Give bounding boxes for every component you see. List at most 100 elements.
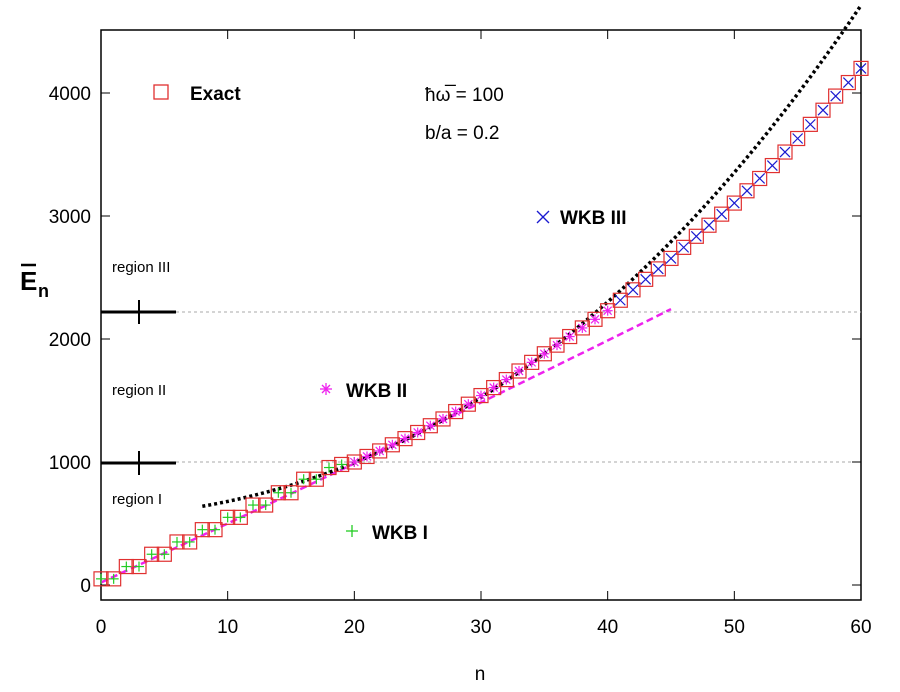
wkb3-point xyxy=(855,62,867,74)
y-tick-label: 4000 xyxy=(49,84,91,105)
legend-wkb2-marker xyxy=(320,383,332,395)
exact-point xyxy=(131,558,147,575)
wkb2-point xyxy=(476,390,486,401)
exact-point xyxy=(258,497,274,513)
exact-point xyxy=(612,292,628,308)
exact-point xyxy=(625,282,641,298)
exact-point xyxy=(688,228,704,244)
wkb3-point xyxy=(652,263,664,275)
wkb1-point xyxy=(134,561,144,572)
wkb2-point xyxy=(450,406,461,417)
exact-point xyxy=(524,354,540,370)
exact-point xyxy=(334,456,350,473)
exact-point xyxy=(600,303,616,319)
exact-point xyxy=(815,102,831,118)
region-markers: region III region II region I xyxy=(101,259,176,508)
param-hbar-omega: ħω̅ = 100 xyxy=(425,85,504,106)
exact-point xyxy=(714,206,730,222)
wkb2-point xyxy=(501,374,512,385)
exact-point xyxy=(220,509,236,525)
wkb3-point xyxy=(665,253,677,264)
wkb3-point xyxy=(792,133,804,144)
exact-point xyxy=(587,311,603,327)
param-b-over-a: b/a = 0.2 xyxy=(425,123,499,144)
wkb3-point xyxy=(741,185,753,197)
x-axis-label: n xyxy=(475,664,486,685)
region-label-2: region II xyxy=(112,382,166,399)
axis-ticks: 0 10 20 30 40 50 60 0 1000 2000 3000 4000 xyxy=(49,30,872,638)
wkb2-point xyxy=(514,365,524,376)
exact-point xyxy=(321,459,337,476)
wkb1-point xyxy=(121,561,132,572)
exact-point xyxy=(853,60,869,77)
exact-point xyxy=(308,471,324,487)
exact-point xyxy=(296,471,312,487)
legend-wkb3-marker xyxy=(536,210,550,224)
exact-point xyxy=(397,431,413,447)
wkb3-point xyxy=(804,118,816,130)
exact-point xyxy=(460,396,476,412)
wkb1-point xyxy=(260,500,271,511)
y-label-sub: n xyxy=(38,281,49,301)
wkb1-point xyxy=(286,487,296,498)
exact-point xyxy=(790,130,806,147)
exact-point xyxy=(638,271,654,287)
wkb2-point xyxy=(552,340,562,351)
wkb3-point xyxy=(766,160,778,171)
legend-wkb3-label: WKB III xyxy=(560,208,627,229)
exact-point xyxy=(270,485,286,501)
wkb3-point xyxy=(614,294,626,306)
exact-point xyxy=(93,571,109,587)
wkb1-point xyxy=(108,573,119,584)
exact-point xyxy=(169,534,185,550)
exact-point xyxy=(701,217,717,233)
exact-point xyxy=(663,250,679,267)
wkb3-point xyxy=(779,146,791,158)
exact-point xyxy=(118,558,134,575)
exact-point xyxy=(752,170,768,187)
exact-point xyxy=(498,371,514,388)
wkb3-point xyxy=(716,208,728,220)
exact-point xyxy=(739,183,755,199)
wkb2-point xyxy=(387,439,398,450)
wkb2-point xyxy=(400,433,410,444)
wkb1-point xyxy=(159,549,170,560)
wkb1-point xyxy=(248,500,258,511)
wkb3-point xyxy=(703,219,715,231)
exact-point xyxy=(777,144,793,160)
wkb1-point xyxy=(298,474,309,485)
wkb2-point xyxy=(539,348,550,359)
wkb2-point xyxy=(438,413,448,424)
legend-exact-label: Exact xyxy=(190,84,241,105)
region-label-1: region I xyxy=(112,491,162,508)
legend-wkb2-label: WKB II xyxy=(346,381,407,402)
wkb1-point xyxy=(197,524,208,535)
exact-point xyxy=(549,337,565,353)
exact-point xyxy=(283,485,299,501)
exact-point xyxy=(106,571,122,587)
wkb1-point xyxy=(210,524,220,535)
x-tick-label: 60 xyxy=(850,617,871,638)
wkb1-point xyxy=(96,573,106,584)
wkb1-point xyxy=(336,459,347,470)
y-tick-label: 1000 xyxy=(49,453,91,474)
exact-point xyxy=(764,157,780,174)
exact-point xyxy=(536,346,552,362)
x-tick-label: 10 xyxy=(217,617,238,638)
exact-point xyxy=(511,363,527,379)
wkb3-point xyxy=(627,284,639,296)
wkb2-point xyxy=(577,322,588,333)
wkb-curve-fit xyxy=(202,4,863,509)
x-tick-label: 20 xyxy=(344,617,365,638)
wkb2-point xyxy=(488,382,499,393)
exact-point xyxy=(359,448,375,465)
wkb1-point xyxy=(146,549,157,560)
x-tick-label: 40 xyxy=(597,617,618,638)
wkb-linear-fit xyxy=(100,307,672,584)
plot-frame xyxy=(100,29,862,601)
wkb1-point xyxy=(172,536,182,547)
y-label-main: E xyxy=(20,266,37,296)
legend-exact-marker xyxy=(153,84,169,100)
wkb2-point xyxy=(349,457,360,467)
exact-point xyxy=(245,497,261,513)
